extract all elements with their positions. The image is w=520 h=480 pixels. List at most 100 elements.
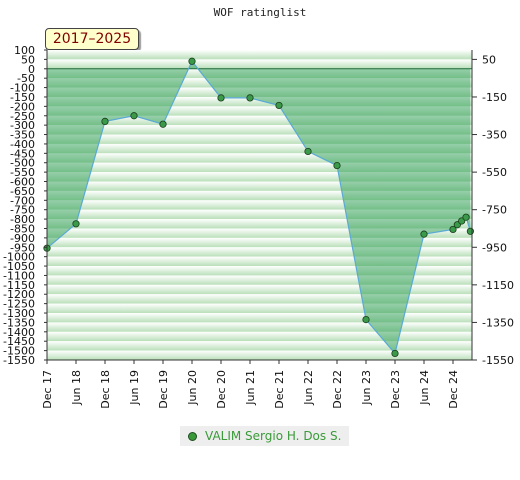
left-tick-label: 50	[21, 53, 35, 66]
left-tick-label: -1250	[3, 298, 35, 311]
left-tick-label: -800	[10, 213, 35, 226]
data-point	[188, 57, 196, 65]
grid-band	[47, 162, 472, 173]
grid-band	[47, 134, 472, 144]
left-tick-label: -250	[10, 110, 35, 123]
right-tick-label: -550	[482, 166, 507, 179]
left-tick-label: -650	[10, 185, 35, 198]
grid-band	[47, 172, 472, 182]
data-point	[159, 120, 167, 128]
x-tick-label: Jun 22	[302, 370, 315, 406]
data-point	[246, 94, 254, 102]
data-point	[101, 117, 109, 125]
left-tick-label: -750	[10, 204, 35, 217]
right-tick-label: -1350	[482, 316, 514, 329]
x-tick-label: Dec 21	[273, 370, 286, 409]
left-tick-label: -350	[10, 129, 35, 142]
chart-legend: VALIM Sergio H. Dos S.	[180, 426, 350, 446]
grid-band	[47, 313, 472, 323]
x-tick-label: Dec 23	[389, 370, 402, 409]
left-tick-label: -500	[10, 157, 35, 170]
data-point	[304, 147, 312, 156]
grid-band	[47, 96, 472, 107]
left-tick-label: -1450	[3, 335, 35, 348]
data-point	[466, 227, 474, 235]
x-tick-label: Jun 23	[360, 370, 373, 406]
chart-title: WOF ratinglist	[213, 6, 307, 19]
grid-band	[47, 181, 472, 191]
legend-label: VALIM Sergio H. Dos S.	[205, 429, 342, 443]
left-tick-label: -1050	[3, 260, 35, 273]
data-point	[449, 225, 457, 234]
data-point	[72, 220, 80, 228]
left-tick-label: -1550	[3, 354, 35, 367]
left-tick-label: -1200	[3, 288, 35, 301]
left-tick-label: -200	[10, 100, 35, 113]
data-point	[420, 230, 428, 238]
right-tick-label: -1150	[482, 279, 514, 292]
data-point	[275, 101, 283, 110]
left-tick-label: -600	[10, 176, 35, 189]
x-tick-label: Dec 22	[331, 370, 344, 409]
data-point	[362, 316, 370, 324]
data-point	[462, 213, 470, 221]
left-tick-label: -1400	[3, 326, 35, 339]
left-tick-label: -950	[10, 241, 35, 254]
left-tick-label: -1100	[3, 269, 35, 282]
grid-band	[47, 247, 472, 257]
grid-band	[47, 350, 472, 360]
grid-band	[47, 106, 472, 116]
x-tick-label: Dec 24	[447, 370, 460, 409]
data-point	[130, 112, 138, 120]
right-tick-label: -950	[482, 241, 507, 254]
x-tick-label: Dec 18	[99, 370, 112, 409]
left-tick-label: -300	[10, 119, 35, 132]
x-tick-label: Dec 19	[157, 370, 170, 409]
grid-band	[47, 50, 472, 60]
left-tick-label: -1000	[3, 251, 35, 264]
data-point	[217, 94, 225, 102]
grid-band	[47, 266, 472, 276]
left-tick-label: -1300	[3, 307, 35, 320]
grid-band	[47, 190, 472, 201]
x-tick-label: Jun 20	[186, 370, 199, 406]
date-range-badge: 2017–2025	[45, 28, 139, 50]
x-tick-label: Jun 18	[70, 370, 83, 406]
right-tick-label: -750	[482, 204, 507, 217]
x-tick-label: Jun 19	[128, 370, 141, 406]
left-tick-label: -1500	[3, 345, 35, 358]
left-tick-label: 0	[28, 63, 35, 76]
left-tick-label: -50	[17, 72, 35, 85]
x-tick-label: Jun 24	[418, 370, 431, 406]
data-point	[333, 161, 341, 170]
grid-band	[47, 219, 472, 229]
right-tick-label: -350	[482, 129, 507, 142]
legend-marker-icon	[188, 431, 197, 441]
x-tick-label: Dec 20	[215, 370, 228, 409]
right-tick-label: 50	[482, 53, 496, 66]
x-tick-label: Dec 17	[41, 370, 54, 409]
grid-band	[47, 153, 472, 163]
grid-band	[47, 59, 472, 69]
grid-band	[47, 125, 472, 135]
left-tick-label: -450	[10, 147, 35, 160]
grid-band	[47, 143, 472, 154]
left-tick-label: -1350	[3, 316, 35, 329]
grid-band	[47, 341, 472, 351]
right-tick-label: -1550	[482, 354, 514, 367]
left-tick-label: -150	[10, 91, 35, 104]
left-tick-label: -1150	[3, 279, 35, 292]
grid-band	[47, 303, 472, 314]
right-tick-label: -150	[482, 91, 507, 104]
left-tick-label: -850	[10, 222, 35, 235]
left-tick-label: -550	[10, 166, 35, 179]
data-point	[391, 349, 399, 358]
grid-band	[47, 228, 472, 238]
grid-band	[47, 256, 472, 267]
left-tick-label: -400	[10, 138, 35, 151]
grid-band	[47, 294, 472, 304]
grid-band	[47, 331, 472, 342]
grid-band	[47, 209, 472, 220]
x-tick-label: Jun 21	[244, 370, 257, 406]
